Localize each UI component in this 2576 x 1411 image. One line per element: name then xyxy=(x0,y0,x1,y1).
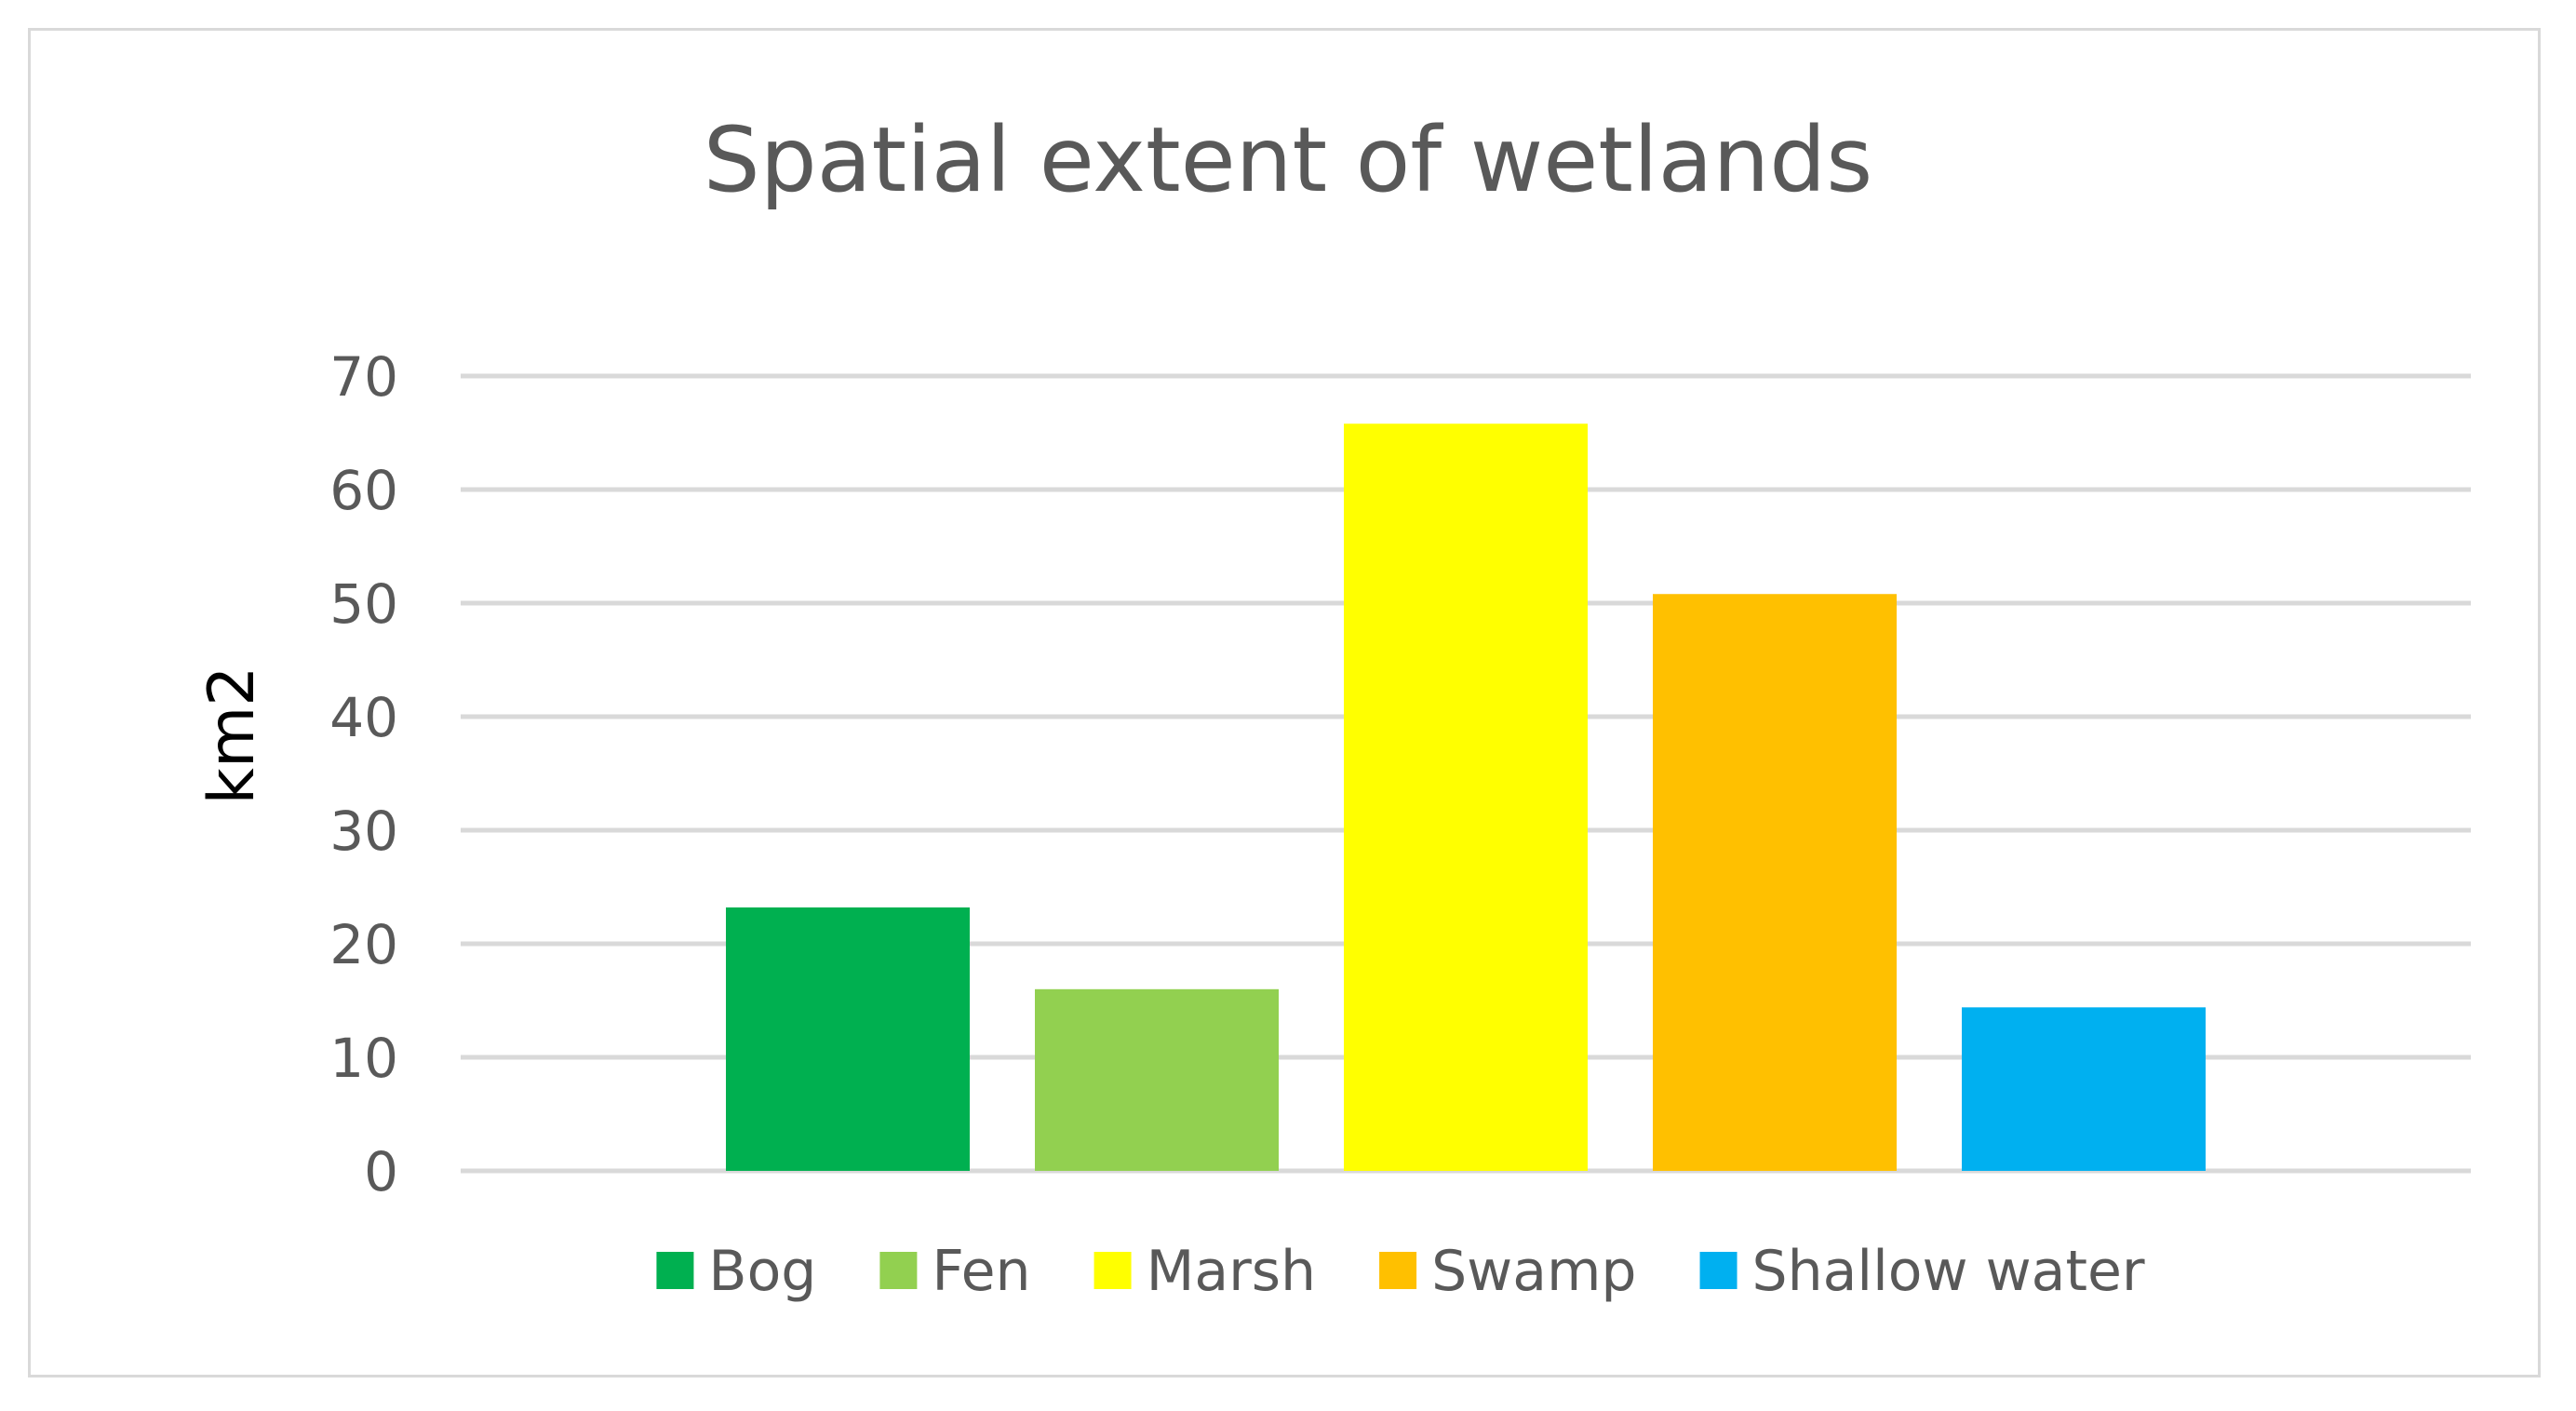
y-axis-ticks: 0 10 20 30 40 50 60 70 xyxy=(329,345,398,1203)
bar-marsh xyxy=(1344,423,1588,1171)
legend-swatch xyxy=(1093,1252,1132,1289)
legend-item-swamp: Swamp xyxy=(1379,1239,1637,1304)
bar-swamp xyxy=(1653,594,1897,1171)
bar-bog xyxy=(726,907,970,1171)
legend-swatch xyxy=(879,1252,918,1289)
bar-fen xyxy=(1035,988,1279,1171)
legend-item-fen: Fen xyxy=(879,1239,1031,1304)
y-tick-label: 20 xyxy=(329,913,398,976)
y-tick-label: 10 xyxy=(329,1027,398,1090)
legend: Bog Fen Marsh Swamp Shallow water xyxy=(656,1239,2145,1304)
y-tick-label: 0 xyxy=(364,1140,398,1203)
y-tick-label: 70 xyxy=(329,345,398,409)
y-tick-label: 30 xyxy=(329,800,398,863)
bar-shallow-water xyxy=(1962,1007,2206,1171)
legend-label: Bog xyxy=(708,1239,816,1304)
legend-label: Fen xyxy=(932,1239,1030,1304)
legend-item-shallow-water: Shallow water xyxy=(1699,1239,2145,1304)
y-tick-label: 60 xyxy=(329,459,398,522)
legend-label: Swamp xyxy=(1431,1239,1636,1304)
legend-item-marsh: Marsh xyxy=(1093,1239,1317,1304)
legend-swatch xyxy=(656,1252,694,1289)
legend-label: Marsh xyxy=(1147,1239,1317,1304)
bars xyxy=(726,423,2206,1171)
legend-swatch xyxy=(1379,1252,1417,1289)
y-tick-label: 40 xyxy=(329,686,398,749)
legend-label: Shallow water xyxy=(1752,1239,2145,1304)
legend-swatch xyxy=(1699,1252,1737,1289)
chart-title: Spatial extent of wetlands xyxy=(704,108,1872,212)
y-tick-label: 50 xyxy=(329,572,398,636)
legend-item-bog: Bog xyxy=(656,1239,816,1304)
y-axis-label: km2 xyxy=(195,666,269,805)
